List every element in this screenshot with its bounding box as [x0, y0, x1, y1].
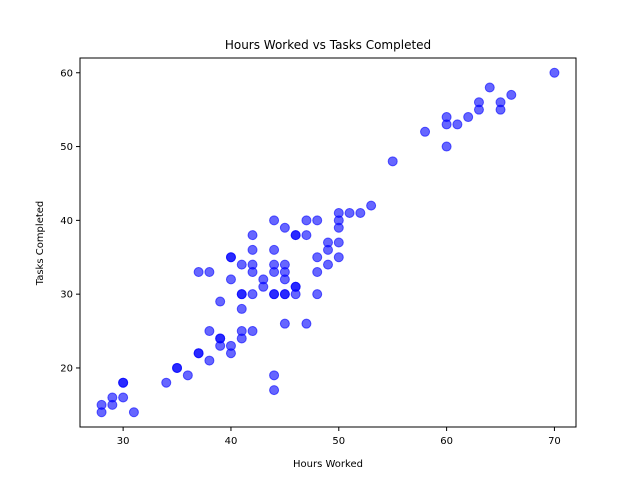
- data-point: [312, 252, 323, 263]
- data-point: [269, 289, 280, 300]
- data-point: [128, 407, 139, 418]
- x-tick-label: 50: [332, 436, 345, 447]
- data-point: [290, 281, 301, 292]
- data-point: [463, 112, 474, 123]
- chart-title: Hours Worked vs Tasks Completed: [225, 38, 431, 52]
- data-point: [269, 244, 280, 255]
- y-tick-label: 60: [60, 68, 73, 79]
- data-point: [323, 259, 333, 270]
- data-point: [236, 259, 247, 270]
- data-point: [333, 237, 344, 248]
- x-tick-label: 70: [548, 436, 561, 447]
- data-point: [333, 252, 344, 263]
- data-point: [215, 296, 226, 307]
- x-axis: 30 40 50 60 70: [117, 427, 561, 447]
- data-point: [204, 326, 215, 337]
- data-point: [247, 289, 258, 300]
- data-point: [333, 207, 344, 218]
- data-point: [225, 340, 236, 351]
- data-point: [172, 362, 183, 373]
- data-point: [236, 289, 247, 300]
- y-axis-label: Tasks Completed: [35, 201, 46, 287]
- data-point: [107, 392, 118, 403]
- data-point: [247, 259, 258, 270]
- data-point: [387, 156, 398, 167]
- data-point: [355, 207, 366, 218]
- data-point: [161, 377, 172, 388]
- x-tick-label: 60: [440, 436, 453, 447]
- data-point: [247, 230, 258, 241]
- data-point: [279, 289, 290, 300]
- data-point: [258, 274, 269, 285]
- data-point: [225, 274, 236, 285]
- data-point: [312, 289, 323, 300]
- data-point: [193, 348, 204, 359]
- data-point: [441, 141, 452, 152]
- data-point: [452, 119, 463, 130]
- data-point: [301, 230, 312, 241]
- data-point: [301, 318, 312, 329]
- data-point: [215, 340, 226, 351]
- data-point: [344, 207, 355, 218]
- data-point: [225, 252, 236, 263]
- x-axis-label: Hours Worked: [293, 459, 363, 470]
- data-point: [269, 215, 280, 226]
- data-point: [279, 259, 290, 270]
- data-point: [193, 267, 204, 278]
- data-point: [312, 267, 323, 278]
- data-point: [441, 112, 452, 123]
- data-point: [269, 370, 280, 381]
- y-tick-label: 50: [60, 142, 73, 153]
- data-point: [236, 326, 247, 337]
- data-point: [506, 89, 517, 100]
- data-point: [323, 237, 333, 248]
- data-point: [279, 222, 290, 233]
- x-tick-label: 40: [225, 436, 238, 447]
- data-point: [290, 230, 301, 241]
- data-point: [420, 126, 431, 137]
- data-point: [484, 82, 495, 93]
- data-point: [269, 259, 280, 270]
- y-tick-label: 20: [60, 363, 73, 374]
- data-point: [312, 215, 323, 226]
- data-point: [182, 370, 193, 381]
- data-point: [279, 318, 290, 329]
- data-point: [118, 392, 129, 403]
- data-point: [96, 399, 107, 410]
- data-point: [236, 303, 247, 314]
- y-tick-label: 40: [60, 216, 73, 227]
- y-tick-label: 30: [60, 290, 73, 301]
- data-points: [96, 67, 560, 418]
- data-point: [495, 97, 506, 108]
- data-point: [204, 355, 215, 366]
- data-point: [473, 97, 484, 108]
- data-point: [366, 200, 377, 211]
- data-point: [269, 385, 280, 396]
- y-axis: 20 30 40 50 60: [60, 68, 80, 374]
- data-point: [118, 377, 129, 388]
- data-point: [204, 267, 215, 278]
- plot-frame: [79, 57, 577, 428]
- data-point: [247, 244, 258, 255]
- x-tick-label: 30: [117, 436, 130, 447]
- data-point: [301, 215, 312, 226]
- data-point: [549, 67, 560, 78]
- data-point: [247, 326, 258, 337]
